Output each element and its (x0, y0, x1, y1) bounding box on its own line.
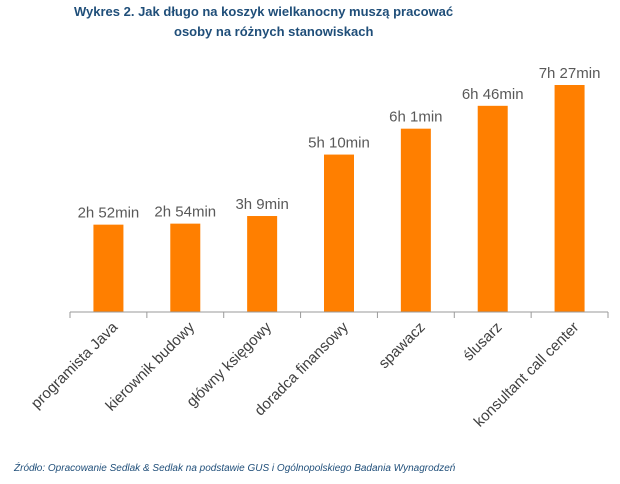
chart-title-line-1: Wykres 2. Jak długo na koszyk wielkanocn… (74, 4, 454, 19)
bar (554, 85, 585, 312)
bar (170, 223, 201, 312)
data-label: 7h 27min (539, 65, 601, 82)
bar (477, 105, 508, 312)
x-axis (69, 311, 609, 318)
data-label: 2h 52min (78, 205, 140, 222)
bar (400, 128, 431, 312)
source-note: Źródło: Opracowanie Sedlak & Sedlak na p… (14, 463, 456, 474)
data-label: 6h 1min (389, 109, 442, 126)
category-label: ślusarz (460, 319, 506, 365)
data-label: 2h 54min (154, 204, 216, 221)
bar (93, 224, 124, 312)
data-label: 3h 9min (235, 196, 288, 213)
value-labels-layer: 2h 52min 2h 54min 3h 9min 5h 10min 6h 1min 6h… (78, 65, 601, 222)
chart-title-line-2: osoby na różnych stanowiskach (174, 24, 374, 39)
bars-layer (93, 85, 585, 312)
category-label: spawacz (375, 319, 428, 372)
bar-chart: 2h 52min 2h 54min 3h 9min 5h 10min 6h 1min 6h… (28, 65, 609, 430)
data-label: 5h 10min (308, 135, 370, 152)
bar (324, 154, 354, 312)
data-label: 6h 46min (462, 86, 524, 103)
bar (247, 216, 278, 312)
